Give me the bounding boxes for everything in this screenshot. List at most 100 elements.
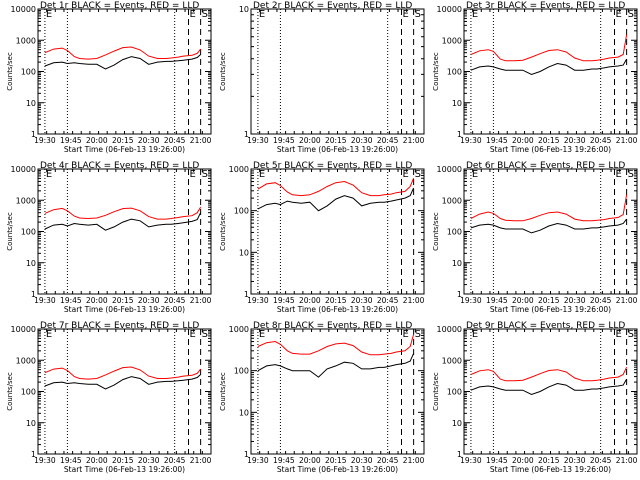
- x-tick-label: 19:30: [34, 136, 56, 145]
- x-tick-label: 20:30: [351, 136, 373, 145]
- x-tick-label: 20:15: [325, 136, 347, 145]
- y-tick-label: 10: [452, 99, 462, 108]
- panel-title: Det 8r BLACK = Events, RED = LLD: [253, 321, 412, 331]
- y-tick-label: 1000: [16, 36, 36, 45]
- y-tick-label: 1: [457, 450, 462, 459]
- x-tick-label: 20:15: [112, 296, 134, 305]
- y-tick-label: 100: [447, 68, 462, 77]
- y-axis-label: Counts/sec: [219, 52, 227, 91]
- y-axis-label: Counts/sec: [432, 212, 440, 251]
- series-lld-line: [257, 334, 415, 356]
- x-tick-label: 20:45: [590, 296, 612, 305]
- marker-label: S: [202, 329, 208, 340]
- y-tick-label: 1: [31, 450, 36, 459]
- y-tick-label: 10: [239, 408, 249, 417]
- marker-label: E: [403, 9, 409, 20]
- x-tick-label: 19:30: [247, 136, 269, 145]
- marker-label: S: [415, 169, 421, 180]
- y-tick-label: 10000: [437, 5, 462, 14]
- x-tick-label: 21:00: [403, 136, 425, 145]
- y-tick-label: 10000: [11, 5, 36, 14]
- x-tick-label: 19:30: [460, 456, 482, 465]
- x-tick-label: 19:45: [486, 296, 508, 305]
- x-axis-label: Start Time (06-Feb-13 19:26:00): [64, 305, 185, 314]
- x-tick-label: 20:45: [377, 296, 399, 305]
- series-events-line: [470, 58, 628, 76]
- panel-title: Det 9r BLACK = Events, RED = LLD: [466, 321, 625, 331]
- x-tick-label: 20:45: [164, 296, 186, 305]
- y-axis-label: Counts/sec: [6, 212, 14, 251]
- x-tick-label: 19:45: [486, 136, 508, 145]
- x-tick-label: 20:15: [538, 296, 560, 305]
- series-lld-line: [470, 194, 628, 222]
- panel-4: Det 4r BLACK = Events, RED = LLD 1 10 100 10…: [6, 161, 212, 314]
- panel-title: Det 3r BLACK = Events, RED = LLD: [466, 1, 625, 11]
- y-axis-label: Counts/sec: [219, 212, 227, 251]
- x-tick-label: 19:30: [34, 296, 56, 305]
- x-tick-label: 20:15: [325, 456, 347, 465]
- marker-label: E: [190, 329, 196, 340]
- y-tick-label: 10: [239, 5, 249, 14]
- y-tick-label: 10: [452, 419, 462, 428]
- plot-frame: [463, 328, 638, 455]
- y-tick-label: 100: [21, 388, 36, 397]
- x-axis-label: Start Time (06-Feb-13 19:26:00): [277, 145, 398, 154]
- series-lld-line: [44, 366, 201, 380]
- marker-label: E: [403, 329, 409, 340]
- x-axis-label: Start Time (06-Feb-13 19:26:00): [277, 465, 398, 474]
- marker-label: S: [415, 329, 421, 340]
- marker-label: S: [202, 9, 208, 20]
- x-tick-label: 20:00: [86, 456, 108, 465]
- panel-title: Det 6r BLACK = Events, RED = LLD: [466, 161, 625, 171]
- y-tick-label: 100: [21, 68, 36, 77]
- marker-label: E: [259, 329, 265, 340]
- panel-1: Det 1r BLACK = Events, RED = LLD 1 10 100 10…: [6, 1, 212, 154]
- x-axis-label: Start Time (06-Feb-13 19:26:00): [64, 465, 185, 474]
- x-axis-label: Start Time (06-Feb-13 19:26:00): [490, 145, 611, 154]
- series-lld-line: [470, 366, 628, 382]
- x-tick-label: 20:00: [512, 136, 534, 145]
- series-lld-line: [470, 34, 628, 62]
- marker-label: E: [472, 9, 478, 20]
- marker-label: E: [190, 169, 196, 180]
- plot-frame: [463, 168, 638, 295]
- x-tick-label: 19:45: [60, 296, 82, 305]
- panel-9: Det 9r BLACK = Events, RED = LLD 1 10 100 10…: [432, 321, 638, 474]
- y-tick-label: 1: [244, 290, 249, 299]
- y-tick-label: 1: [31, 290, 36, 299]
- x-tick-label: 19:30: [460, 136, 482, 145]
- x-tick-label: 20:00: [299, 136, 321, 145]
- y-tick-label: 10: [26, 419, 36, 428]
- x-tick-label: 20:45: [164, 456, 186, 465]
- panel-title: Det 5r BLACK = Events, RED = LLD: [253, 161, 412, 171]
- y-tick-label: 100: [234, 207, 249, 216]
- y-tick-label: 10000: [11, 165, 36, 174]
- x-tick-label: 20:15: [538, 456, 560, 465]
- y-tick-label: 10: [239, 248, 249, 257]
- y-tick-label: 100: [447, 228, 462, 237]
- marker-label: E: [616, 169, 622, 180]
- panel-title: Det 4r BLACK = Events, RED = LLD: [40, 161, 199, 171]
- x-tick-label: 20:30: [138, 456, 160, 465]
- x-tick-label: 20:45: [377, 136, 399, 145]
- x-tick-label: 20:30: [351, 296, 373, 305]
- x-tick-label: 21:00: [403, 456, 425, 465]
- x-tick-label: 19:30: [460, 296, 482, 305]
- y-tick-label: 10: [26, 259, 36, 268]
- panel-8: Det 8r BLACK = Events, RED = LLD 1 10 100 10…: [219, 321, 425, 474]
- y-tick-label: 1: [244, 130, 249, 139]
- x-axis-label: Start Time (06-Feb-13 19:26:00): [64, 145, 185, 154]
- x-tick-label: 19:45: [273, 456, 295, 465]
- x-tick-label: 19:45: [60, 136, 82, 145]
- marker-label: E: [472, 329, 478, 340]
- series-events-line: [257, 187, 415, 212]
- series-events-line: [44, 212, 202, 231]
- plot-frame: [250, 168, 425, 295]
- panel-title: Det 2r BLACK = Events, RED = LLD: [253, 1, 412, 11]
- x-tick-label: 21:00: [616, 136, 638, 145]
- x-tick-label: 20:00: [512, 296, 534, 305]
- y-tick-label: 1000: [229, 325, 249, 334]
- series-lld-line: [44, 46, 201, 60]
- x-tick-label: 20:15: [112, 136, 134, 145]
